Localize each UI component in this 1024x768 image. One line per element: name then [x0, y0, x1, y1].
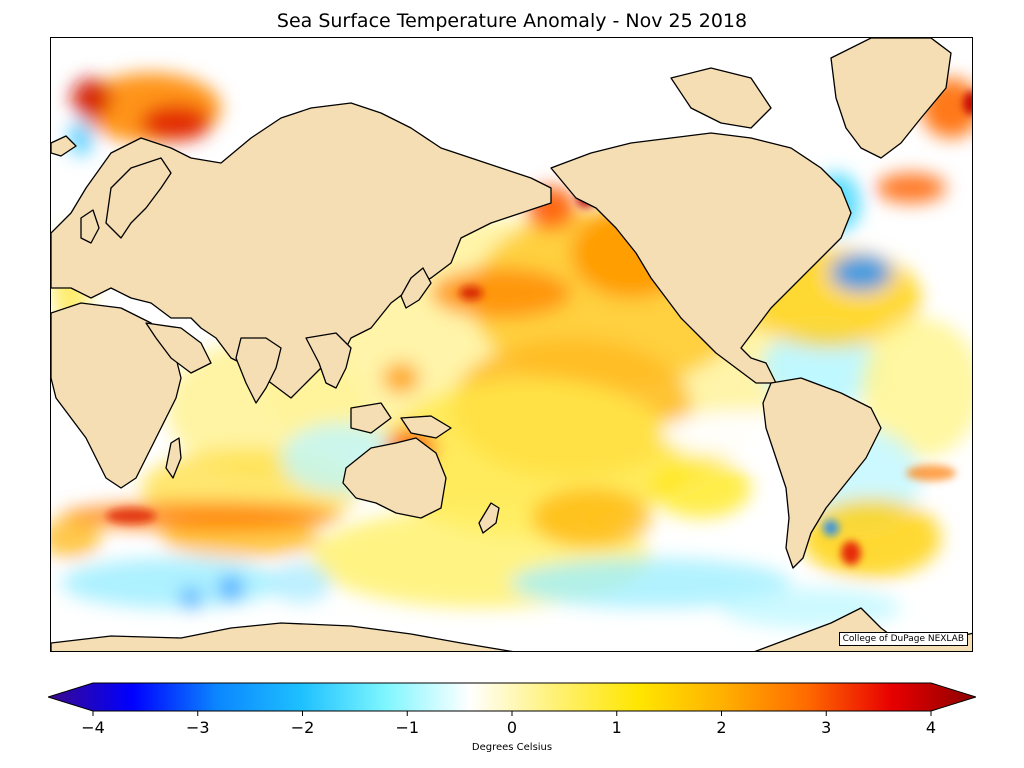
- new-zealand-landmass: [478, 502, 500, 534]
- colorbar-svg: [46, 682, 978, 716]
- colorbar: [46, 682, 978, 722]
- british-isles-landmass: [80, 209, 100, 244]
- iceland-landmass: [51, 135, 77, 157]
- scandinavia-landmass: [105, 157, 172, 239]
- colorbar-tick-label: 4: [925, 718, 937, 737]
- new-guinea-landmass: [400, 415, 452, 439]
- sst-anomaly-map: College of DuPage NEXLAB: [50, 37, 973, 652]
- antarctica-landmass: [51, 622, 513, 651]
- colorbar-tick-label: 1: [611, 718, 622, 737]
- north-america-landmass: [550, 132, 852, 384]
- colorbar-tick-label: −1: [395, 718, 420, 737]
- greenland-landmass: [830, 38, 952, 159]
- anomaly-field: [51, 38, 972, 651]
- map-canvas: [51, 38, 972, 651]
- chart-title: Sea Surface Temperature Anomaly - Nov 25…: [276, 10, 748, 32]
- eurasia-landmass: [51, 102, 552, 399]
- colorbar-tick-label: −3: [185, 718, 210, 737]
- colorbar-tick-label: −2: [290, 718, 315, 737]
- south-america-landmass: [762, 377, 882, 569]
- colorbar-tick-label: 2: [716, 718, 727, 737]
- australia-landmass: [342, 437, 447, 519]
- arctic-islands-landmass: [670, 67, 772, 129]
- madagascar-landmass: [165, 437, 182, 479]
- colorbar-bar: [46, 682, 978, 712]
- colorbar-label: Degrees Celsius: [471, 742, 553, 753]
- colorbar-ticks: [92, 711, 932, 716]
- india-landmass: [235, 337, 282, 404]
- japan-landmass: [400, 267, 432, 309]
- southeast-asia-landmass: [305, 332, 352, 389]
- colorbar-tick-label: 3: [821, 718, 832, 737]
- colorbar-tick-label: −4: [81, 718, 105, 737]
- land-masses: [51, 38, 972, 651]
- credit-label: College of DuPage NEXLAB: [838, 632, 968, 646]
- colorbar-tick-label: 0: [506, 718, 518, 737]
- indonesia-landmass: [350, 402, 392, 434]
- arabia-landmass: [145, 322, 212, 374]
